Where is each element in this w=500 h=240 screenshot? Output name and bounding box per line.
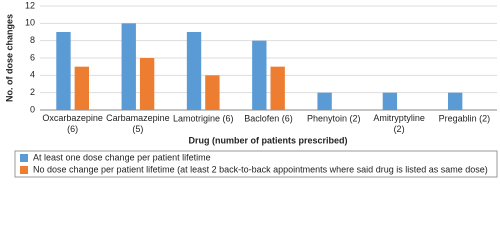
chart: No. of dose changes Drug (number of pati… xyxy=(4,0,498,178)
page: {"chart_data": {"type": "bar", "x_label"… xyxy=(4,0,498,178)
legend-label: At least one dose change per patient lif… xyxy=(33,152,211,162)
bar xyxy=(205,75,220,110)
x-tick-label-line: (5) xyxy=(132,124,143,134)
x-tick-label: Lamotrigine (6) xyxy=(173,113,234,123)
bar xyxy=(74,66,90,110)
x-tick-label: Carbamazepine (5) xyxy=(106,113,170,134)
legend-swatch xyxy=(20,154,28,162)
x-axis-title: Drug (number of patients prescribed) xyxy=(188,135,347,145)
x-tick-label-line: Amitryptyline xyxy=(373,113,425,123)
legend-label: No dose change per patient lifetime (at … xyxy=(33,164,488,174)
bar xyxy=(252,40,267,110)
y-tick-label: 8 xyxy=(30,35,35,45)
x-tick-label-line: Oxcarbazepine xyxy=(42,113,103,123)
y-tick-label: 6 xyxy=(30,52,35,62)
legend-box xyxy=(14,150,498,178)
x-tick-label: Pregablin (2) xyxy=(439,113,491,123)
y-tick-label: 4 xyxy=(30,70,35,80)
bar xyxy=(186,32,202,110)
x-tick-label-line: (6) xyxy=(67,124,78,134)
bar xyxy=(121,23,136,110)
bar xyxy=(447,92,463,110)
bar xyxy=(56,32,71,110)
x-tick-label: Phenytoin (2) xyxy=(307,113,361,123)
bar xyxy=(139,58,155,110)
bar xyxy=(270,66,285,110)
x-tick-label-line: Carbamazepine xyxy=(106,113,170,123)
x-tick-label: Baclofen (6) xyxy=(244,113,293,123)
x-tick-label-line: (2) xyxy=(394,124,405,134)
x-tick-label: Oxcarbazepine (6) xyxy=(42,113,103,134)
legend-swatch xyxy=(20,166,28,174)
y-tick-label: 12 xyxy=(25,0,35,10)
y-tick-label: 0 xyxy=(30,104,35,114)
y-tick-label: 10 xyxy=(25,18,35,28)
x-tick-label: Amitryptyline (2) xyxy=(373,113,425,134)
y-tick-label: 2 xyxy=(30,87,35,97)
y-axis-title: No. of dose changes xyxy=(4,14,14,102)
bar xyxy=(317,92,332,110)
bar xyxy=(382,92,398,110)
